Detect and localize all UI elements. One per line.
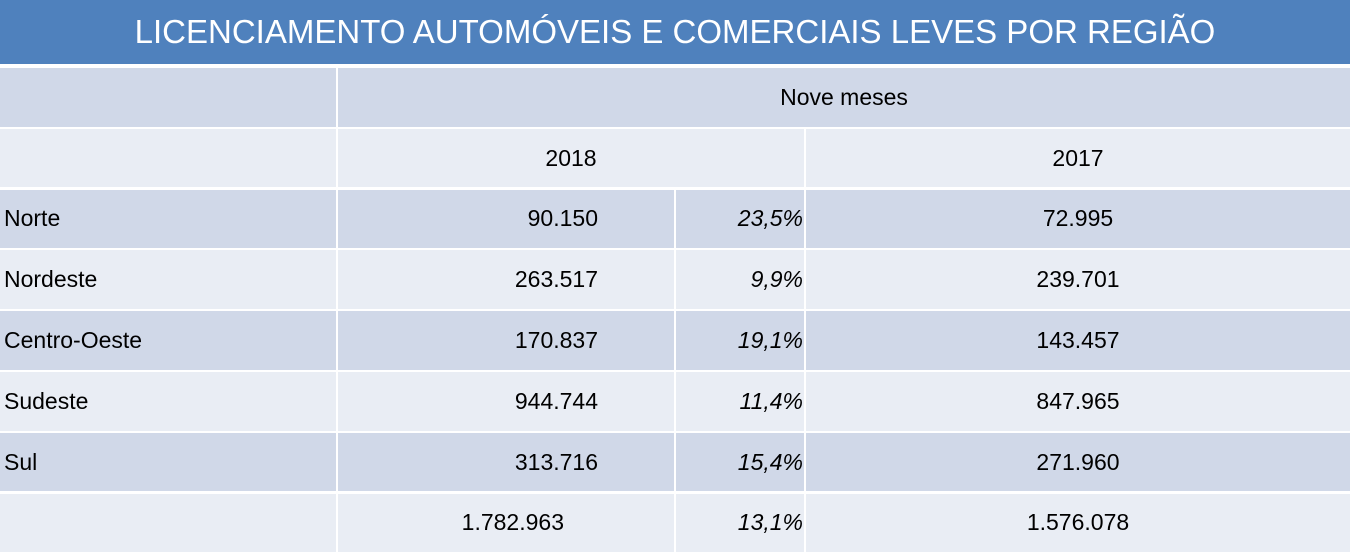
value-2018: 90.150 [338,189,674,249]
year-header: 2018 [338,128,804,188]
value-2017: 72.995 [806,189,1350,249]
region-label: Centro-Oeste [0,311,336,370]
total-growth: 13,1% [676,493,804,553]
value-2018: 313.716 [338,432,674,492]
value-2018: 170.837 [338,311,674,370]
value-2018: 263.517 [338,250,674,309]
value-2017: 143.457 [806,311,1350,370]
group-header: Nove meses [338,68,1350,127]
growth-rate: 11,4% [676,372,804,431]
header-cell [0,68,336,127]
title: LICENCIAMENTO AUTOMÓVEIS E COMERCIAIS LE… [0,0,1350,64]
region-label: Nordeste [0,250,336,309]
total-label [0,493,336,553]
value-2017: 847.965 [806,372,1350,431]
region-label: Sul [0,432,336,492]
header-cell [0,128,336,188]
growth-rate: 23,5% [676,189,804,249]
total-2018: 1.782.963 [338,493,674,553]
value-2018: 944.744 [338,372,674,431]
region-label: Sudeste [0,372,336,431]
value-2017: 271.960 [806,432,1350,492]
region-label: Norte [0,189,336,249]
growth-rate: 19,1% [676,311,804,370]
year-header: 2017 [806,128,1350,188]
value-2017: 239.701 [806,250,1350,309]
growth-rate: 15,4% [676,432,804,492]
total-2017: 1.576.078 [806,493,1350,553]
growth-rate: 9,9% [676,250,804,309]
